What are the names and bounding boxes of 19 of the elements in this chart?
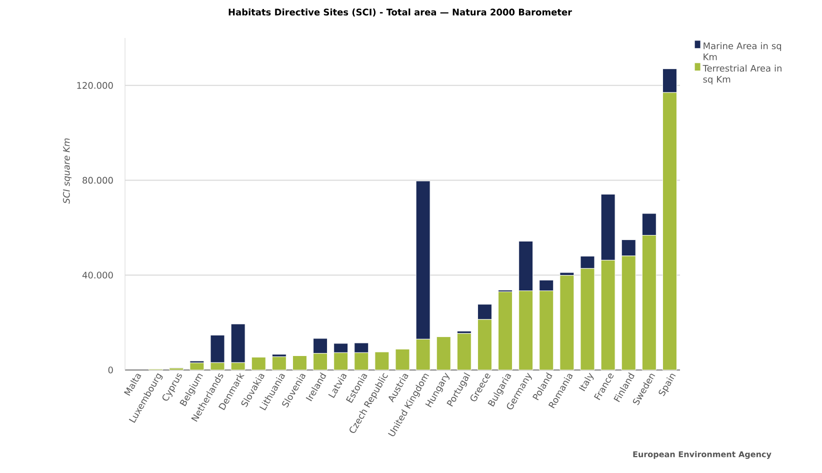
bar bbox=[272, 356, 286, 370]
bar bbox=[560, 275, 574, 370]
bar bbox=[395, 348, 410, 370]
bar bbox=[436, 336, 451, 370]
text: European Environment Agency bbox=[633, 451, 772, 459]
y-tick-label: 0 bbox=[108, 366, 113, 374]
bar bbox=[498, 291, 513, 370]
chart-title: Habitats Directive Sites (SCI) - Total area — Natura 2000 Barometer bbox=[228, 8, 572, 17]
bar bbox=[292, 356, 307, 370]
y-axis-title: SCI square Km bbox=[62, 138, 72, 204]
bar bbox=[251, 356, 266, 370]
bar bbox=[190, 362, 204, 370]
bar bbox=[456, 333, 472, 370]
y-tick-label: 80.000 bbox=[82, 176, 113, 184]
bar bbox=[374, 352, 390, 370]
legend-label: Terrestrial Area in sq Km bbox=[702, 64, 782, 84]
legend-label: Marine Area in sq Km bbox=[704, 42, 782, 60]
y-tick-label: 40.000 bbox=[82, 272, 113, 279]
y-tick-label: 120.000 bbox=[77, 82, 113, 89]
